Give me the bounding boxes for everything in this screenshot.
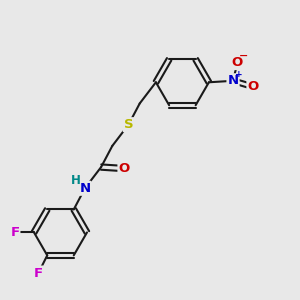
Text: −: − [239, 51, 249, 61]
Text: H: H [70, 174, 80, 187]
Text: N: N [80, 182, 91, 195]
Text: +: + [235, 70, 243, 79]
Text: O: O [118, 162, 130, 175]
Text: O: O [232, 56, 243, 69]
Text: O: O [248, 80, 259, 93]
Text: F: F [10, 226, 20, 239]
Text: N: N [227, 74, 239, 87]
Text: S: S [124, 118, 133, 131]
Text: F: F [34, 266, 43, 280]
